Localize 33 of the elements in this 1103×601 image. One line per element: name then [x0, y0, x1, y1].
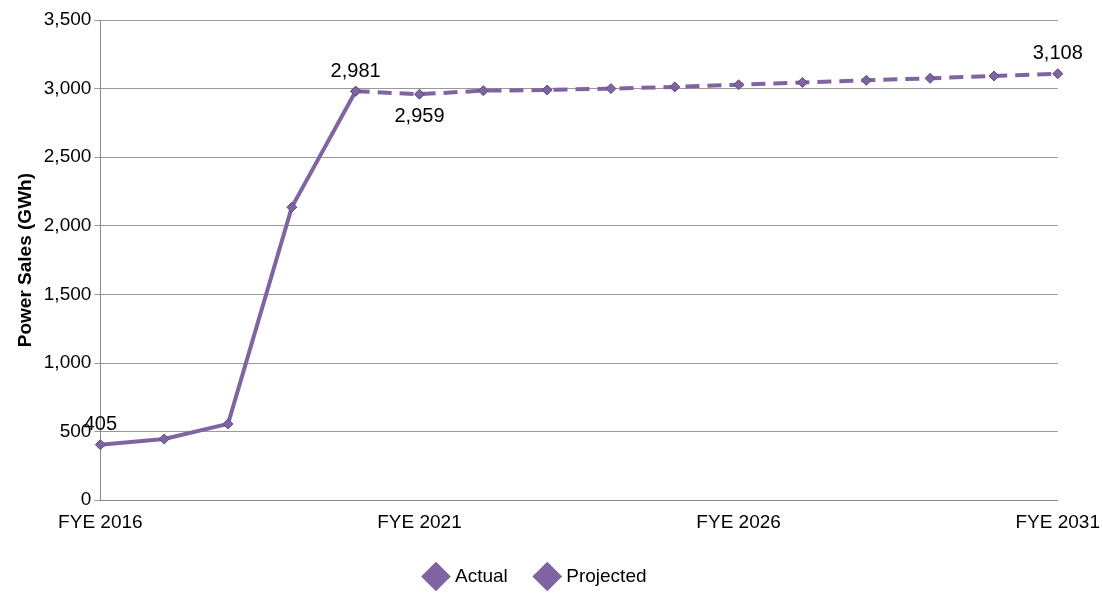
point [988, 70, 1000, 82]
y-tick-label: 3,500 [43, 8, 92, 30]
point [796, 76, 808, 88]
x-tick-label: FYE 2016 [58, 510, 143, 532]
point [477, 85, 489, 97]
y-tick-label: 2,500 [43, 145, 92, 167]
data-label: 2,981 [330, 58, 381, 81]
x-tick-label: FYE 2031 [1015, 510, 1100, 532]
y-tick-label: 3,000 [43, 76, 92, 98]
point [924, 72, 936, 84]
point [605, 83, 617, 95]
y-tick-label: 0 [80, 488, 92, 510]
y-axis-title: Power Sales (GWh) [13, 173, 35, 348]
point [413, 88, 425, 100]
data-label: 2,959 [394, 103, 445, 126]
legend-label: Actual [454, 564, 508, 586]
y-tick-label: 1,000 [43, 351, 92, 373]
point [222, 418, 234, 430]
point [541, 84, 553, 96]
point [158, 433, 170, 445]
point [669, 81, 681, 93]
y-tick-label: 2,000 [43, 214, 92, 236]
x-tick-label: FYE 2026 [696, 510, 781, 532]
point [860, 74, 872, 86]
x-tick-label: FYE 2021 [377, 510, 462, 532]
point [350, 85, 362, 97]
data-label: 3,108 [1032, 41, 1083, 64]
point [286, 201, 298, 213]
legend-label: Projected [566, 564, 647, 586]
point [1052, 68, 1064, 80]
point [94, 439, 106, 451]
point [733, 79, 745, 91]
y-tick-label: 1,500 [43, 282, 92, 304]
